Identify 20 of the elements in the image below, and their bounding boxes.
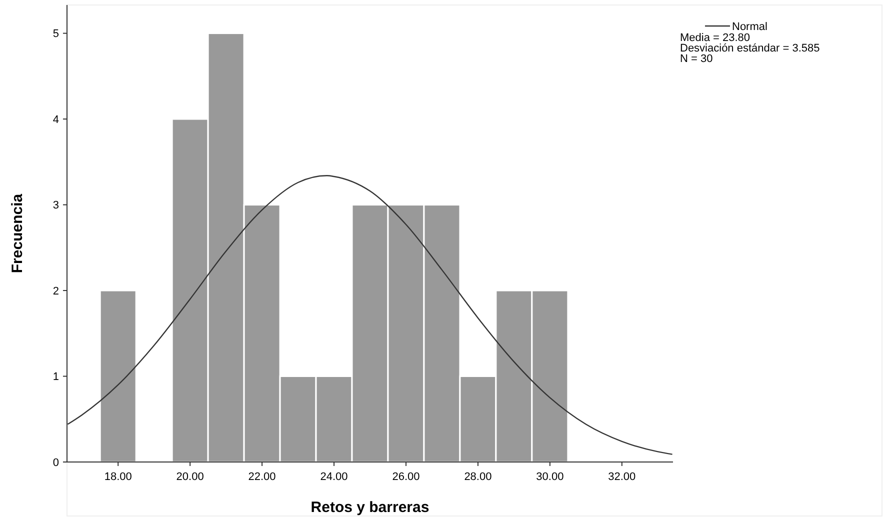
y-tick-label: 5 [52,28,59,40]
x-tick-label: 22.00 [248,471,276,483]
x-tick-label: 18.00 [104,471,132,483]
text: N = 30 [680,53,713,65]
x-tick-label: 30.00 [536,471,564,483]
x-tick-label: 20.00 [176,471,204,483]
legend-label: Normal [732,20,768,33]
x-tick-label: 28.00 [464,471,492,483]
y-axis-title: Frecuencia [9,193,26,274]
x-axis-title: Retos y barreras [310,499,430,516]
y-tick-label: 4 [52,114,59,126]
text: Media = 23.80 [680,32,750,44]
y-tick-label: 3 [52,200,59,212]
x-tick-label: 32.00 [608,471,636,483]
x-tick-label: 26.00 [392,471,420,483]
text: Desviación estándar = 3.585 [680,42,820,54]
y-tick-label: 0 [52,456,59,469]
y-tick-label: 1 [52,371,59,384]
y-tick-label: 2 [52,285,59,298]
x-tick-label: 24.00 [320,471,348,483]
